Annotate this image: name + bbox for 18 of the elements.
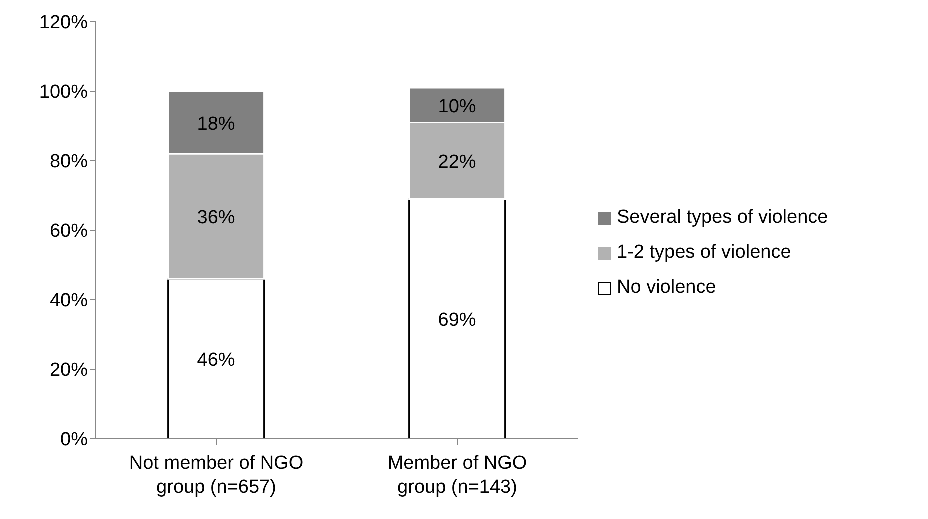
legend-label: No violence bbox=[617, 277, 716, 299]
y-tick-label: 80% bbox=[50, 152, 88, 173]
y-tick-label: 40% bbox=[50, 290, 88, 312]
y-tick-label: 20% bbox=[50, 360, 88, 382]
y-tick-label: 0% bbox=[60, 430, 88, 451]
legend-label: Several types of violence bbox=[617, 207, 828, 229]
y-tick-label: 60% bbox=[50, 221, 88, 242]
data-label: 69% bbox=[438, 310, 476, 332]
legend-label: 1-2 types of violence bbox=[617, 242, 792, 264]
data-label: 36% bbox=[197, 208, 236, 229]
data-label: 46% bbox=[197, 350, 236, 372]
x-tick-label: Member of NGO group (n=143) bbox=[388, 453, 528, 498]
y-tick-label: 120% bbox=[39, 12, 88, 34]
data-label: 18% bbox=[197, 114, 236, 135]
data-label: 10% bbox=[438, 96, 476, 118]
x-tick-label: Not member of NGO group (n=657) bbox=[129, 453, 304, 498]
y-tick-label: 100% bbox=[39, 82, 88, 104]
data-label: 22% bbox=[438, 152, 476, 173]
